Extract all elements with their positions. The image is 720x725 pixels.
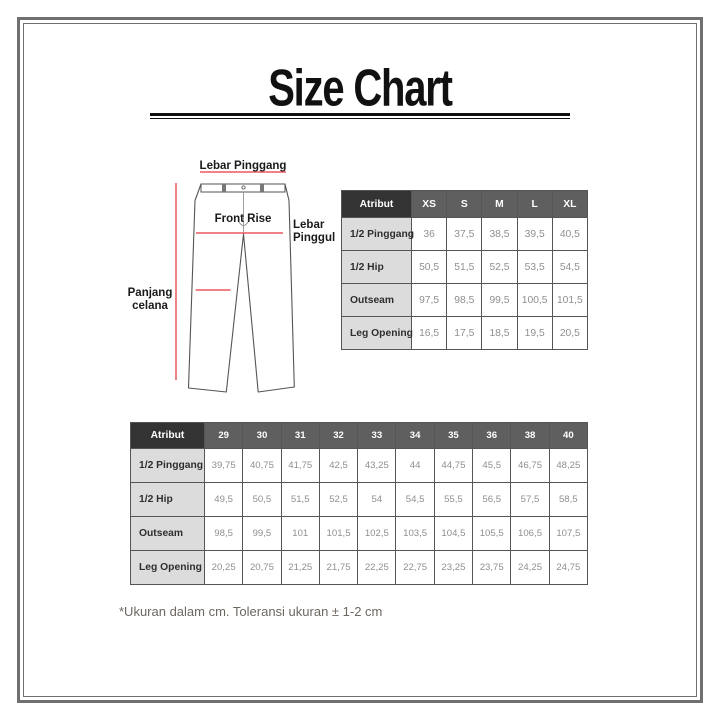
svg-text:Front Rise: Front Rise [215, 213, 272, 225]
svg-text:celana: celana [132, 300, 168, 312]
svg-text:Pinggul: Pinggul [293, 232, 335, 244]
svg-text:Lebar: Lebar [293, 219, 325, 231]
svg-text:Lebar Pinggang: Lebar Pinggang [200, 160, 287, 172]
svg-text:Panjang: Panjang [128, 287, 173, 299]
